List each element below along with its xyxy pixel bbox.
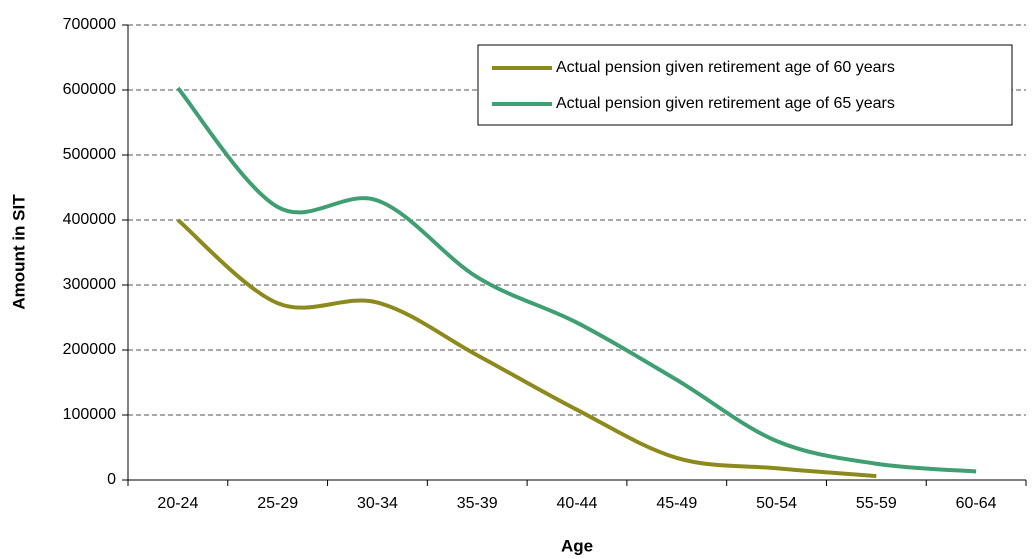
y-tick-label: 400000 [63, 211, 116, 228]
y-tick-label: 500000 [63, 146, 116, 163]
line [176, 86, 977, 474]
x-tick-label: 40-44 [557, 495, 598, 512]
x-tick-label: 60-64 [956, 495, 997, 512]
x-tick-label: 50-54 [756, 495, 797, 512]
y-axis-title: Amount in SIT [9, 194, 28, 310]
y-tick-label: 0 [107, 471, 116, 488]
legend-label: Actual pension given retirement age of 6… [556, 95, 895, 112]
y-tick-label: 600000 [63, 81, 116, 98]
x-tick-label: 25-29 [257, 495, 298, 512]
x-tick-label: 45-49 [656, 495, 697, 512]
legend-box [477, 44, 1013, 126]
line [176, 218, 877, 479]
legend-label: Actual pension given retirement age of 6… [556, 59, 895, 76]
y-tick-label: 700000 [63, 16, 116, 33]
x-axis-title: Age [561, 536, 593, 555]
x-tick-label: 30-34 [357, 495, 398, 512]
x-tick-label: 35-39 [457, 495, 498, 512]
y-tick-label: 200000 [63, 341, 116, 358]
x-tick-label: 20-24 [157, 495, 198, 512]
y-tick-label: 300000 [63, 276, 116, 293]
y-tick-label: 100000 [63, 406, 116, 423]
x-tick-label: 55-59 [856, 495, 897, 512]
